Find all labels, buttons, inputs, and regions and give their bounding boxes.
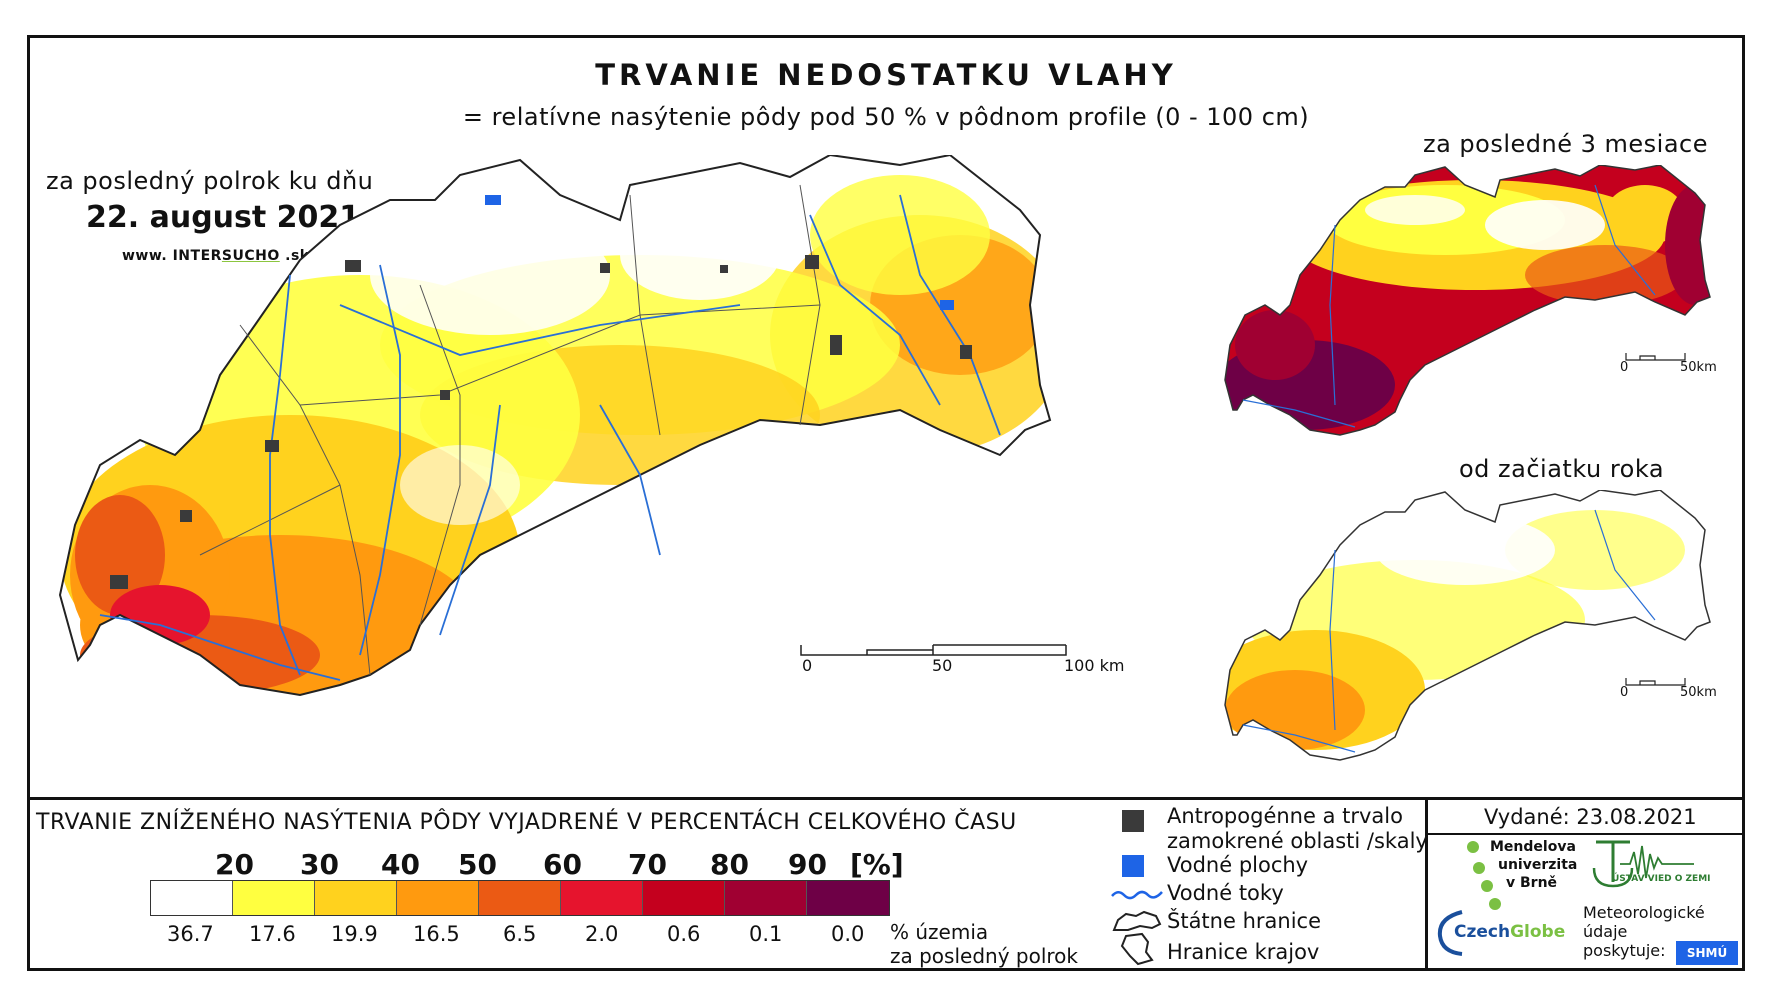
inset-3months-map — [1224, 165, 1711, 436]
shmu-logo: SHMÚ — [1676, 941, 1738, 965]
pct-4: 6.5 — [503, 922, 537, 946]
rivers-label: Vodné toky — [1167, 881, 1284, 905]
main-map — [58, 155, 1052, 697]
legend-swatch-3 — [397, 881, 479, 915]
pct-6: 0.6 — [667, 922, 701, 946]
pct-8: 0.0 — [831, 922, 865, 946]
anthropogenic-label: Antropogénne a trvalo zamokrené oblasti … — [1167, 804, 1428, 853]
inset-3months-scale-0: 0 — [1620, 360, 1629, 375]
seismograph-icon — [1592, 840, 1694, 888]
inset-3months-scale-50: 50km — [1680, 360, 1717, 375]
website-link[interactable]: www. INTERSUCHO .sk — [122, 248, 310, 264]
state-border-label: Štátne hranice — [1167, 909, 1321, 933]
pct-5: 2.0 — [585, 922, 619, 946]
water-bodies-label: Vodné plochy — [1167, 853, 1309, 877]
river-line-icon — [1111, 890, 1163, 900]
inset-3months-label: za posledné 3 mesiace — [1423, 130, 1709, 158]
inset-year-label: od začiatku roka — [1459, 455, 1665, 483]
inset-year-scale-50: 50km — [1680, 685, 1717, 700]
map-title: TRVANIE NEDOSTATKU VLAHY — [595, 58, 1177, 92]
tick-40: 40 — [381, 848, 420, 881]
tick-70: 70 — [628, 848, 667, 881]
state-border-icon — [1112, 910, 1162, 931]
mendel-dots-icon — [1467, 841, 1501, 910]
tick-80: 80 — [710, 848, 749, 881]
inset-3months-scale — [1625, 353, 1686, 361]
tick-90: 90 — [788, 848, 827, 881]
czechglobe-arc-icon — [1437, 910, 1463, 956]
legend-swatch-2 — [315, 881, 397, 915]
czechglobe-logo: CzechGlobe — [1436, 908, 1565, 962]
legend-swatch-7 — [725, 881, 807, 915]
main-period-label: za posledný polrok ku dňu — [46, 167, 374, 195]
region-border-label: Hranice krajov — [1167, 940, 1320, 964]
scale-label-0: 0 — [802, 656, 813, 675]
inset-year-scale — [1625, 678, 1686, 686]
map-subtitle: = relatívne nasýtenie pôdy pod 50 % v pô… — [462, 103, 1310, 131]
anthropogenic-swatch — [1122, 810, 1144, 832]
legend-color-bar — [150, 880, 890, 916]
main-scale-bar — [800, 644, 1067, 656]
pct-7: 0.1 — [749, 922, 783, 946]
legend-swatch-0 — [151, 881, 233, 915]
water-body — [940, 300, 954, 310]
tick-20: 20 — [215, 848, 254, 881]
uvz-logo: ÚSTAV VIED O ZEMI — [1590, 838, 1711, 894]
region-border-icon — [1120, 932, 1154, 966]
legend-separator — [27, 797, 1745, 800]
pct-1: 17.6 — [249, 922, 296, 946]
legend-swatch-5 — [561, 881, 643, 915]
tick-50: 50 — [458, 848, 497, 881]
issued-date: Vydané: 23.08.2021 — [1484, 805, 1697, 829]
main-date: 22. august 2021 — [86, 200, 361, 235]
legend-title: TRVANIE ZNÍŽENÉHO NASÝTENIA PÔDY VYJADRE… — [36, 810, 1017, 835]
legend-swatch-1 — [233, 881, 315, 915]
pct-0: 36.7 — [167, 922, 214, 946]
legend-swatch-4 — [479, 881, 561, 915]
tick-60: 60 — [543, 848, 582, 881]
mendel-logo — [1465, 840, 1505, 914]
pct-3: 16.5 — [413, 922, 460, 946]
pct-2: 19.9 — [331, 922, 378, 946]
inset-year-scale-0: 0 — [1620, 685, 1629, 700]
scale-label-100: 100 km — [1064, 656, 1125, 675]
mendel-text: Mendelova univerzita v Brně — [1490, 839, 1578, 891]
map-frame — [27, 35, 1745, 971]
water-body — [485, 195, 501, 205]
legend-swatch-8 — [807, 881, 889, 915]
legend-swatch-6 — [643, 881, 725, 915]
inset-year-map — [1224, 490, 1711, 761]
legend-vertical-separator — [1425, 797, 1428, 971]
tick-unit: [%] — [850, 848, 904, 881]
scale-label-50: 50 — [932, 656, 953, 675]
water-body-swatch — [1122, 855, 1144, 877]
percent-note: % územia za posledný polrok — [890, 920, 1078, 968]
tick-30: 30 — [300, 848, 339, 881]
meteo-provider-text: Meteorologické údaje poskytuje: — [1583, 903, 1705, 960]
